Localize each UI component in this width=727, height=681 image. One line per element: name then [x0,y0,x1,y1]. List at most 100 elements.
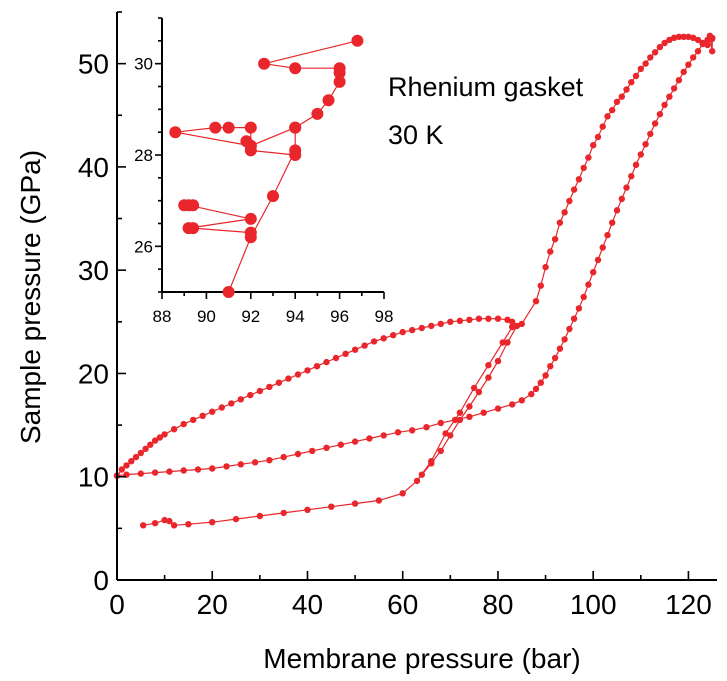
inset-data-point [178,199,191,212]
data-point [566,325,573,333]
data-point [137,470,144,477]
data-point [561,336,568,343]
data-point [237,461,244,468]
inset-y-tick-label: 26 [134,237,153,256]
data-point [161,516,168,524]
data-point [156,434,164,441]
data-point [680,68,687,76]
data-point [399,328,406,336]
data-point [532,385,540,393]
data-point [394,429,402,436]
data-point [161,431,168,438]
data-point [166,517,173,525]
data-point [132,453,140,461]
data-point [337,441,344,448]
data-point [180,467,187,474]
data-point [280,509,287,517]
data-point [218,404,225,411]
data-point [151,520,159,527]
data-point [623,184,630,191]
data-point [294,450,302,458]
data-point [194,466,202,473]
data-point [509,323,516,331]
data-point [342,350,349,357]
data-point [637,151,644,158]
data-point [266,457,273,464]
data-point [632,72,640,80]
data-point [190,416,197,424]
data-point [532,298,540,305]
data-point [670,34,678,41]
data-point [575,176,583,183]
data-point [609,106,616,114]
inset-y-tick-label: 30 [134,55,153,74]
data-point [185,521,192,528]
data-point [470,384,478,392]
y-axis-title: Sample pressure (GPa) [15,150,46,444]
data-point [137,449,144,457]
data-point [499,339,506,346]
data-point [209,519,216,526]
data-point [518,320,525,328]
data-point [628,79,635,86]
data-point [494,405,502,412]
data-point [275,379,283,386]
data-point [399,490,406,497]
data-point [594,256,602,264]
data-point [447,432,454,439]
x-tick-label: 80 [482,589,513,620]
inset-data-point [289,149,302,161]
data-point [604,113,611,120]
data-point [694,48,702,55]
data-point [704,36,711,44]
data-point [456,409,464,416]
data-point [437,320,444,328]
data-point [256,387,264,395]
data-point [418,324,425,332]
data-point [485,374,492,381]
data-point [656,111,664,118]
data-point [266,383,273,391]
data-point [551,236,559,243]
data-point [594,133,602,141]
data-point [366,435,373,442]
data-point [428,460,435,467]
data-point [585,281,592,288]
inset-data-point [322,94,335,107]
inset-x-tick-label: 94 [286,307,305,326]
y-tick-label: 10 [78,462,109,493]
axes: 0 20 40 60 80 100 120 0 10 20 30 40 50 [78,11,717,620]
data-point [547,248,554,255]
data-point [561,209,568,216]
data-point [309,447,316,455]
data-point [466,316,473,323]
data-point [647,130,654,138]
x-axis-title: Membrane pressure (bar) [263,643,580,674]
data-point [556,219,564,226]
data-point [118,466,126,473]
data-point [537,282,544,289]
main-series-group [113,32,716,529]
data-point [542,263,549,271]
inset-data-point [244,226,257,239]
data-point [151,469,159,476]
y-tick-label: 20 [78,358,109,389]
inset-data-point [351,34,364,47]
data-point [437,447,444,455]
data-point [704,41,711,49]
data-point [628,173,635,180]
data-point [632,161,640,168]
data-point [209,408,216,415]
data-point [599,244,606,251]
inset-data-point [267,190,279,203]
data-point [613,98,621,106]
data-point [690,34,697,41]
data-point [509,401,516,408]
data-point [232,515,240,523]
inset-data-point [244,121,257,134]
x-tick-label: 0 [109,589,125,620]
data-point [323,444,330,451]
data-point [304,506,311,513]
data-point [328,503,335,510]
